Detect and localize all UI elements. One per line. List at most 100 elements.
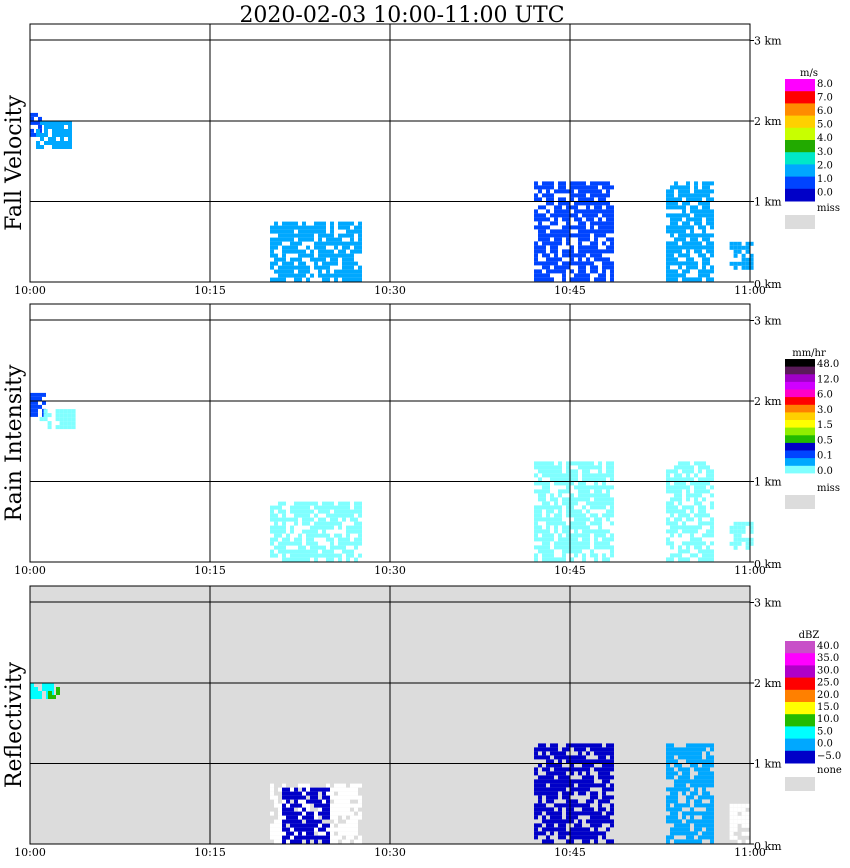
echo-cell (358, 273, 362, 278)
echo-cell (586, 533, 590, 538)
echo-cell (302, 229, 306, 234)
echo-cell (586, 751, 590, 756)
echo-cell (686, 545, 690, 550)
echo-cell (741, 807, 746, 812)
echo-cell (594, 783, 598, 788)
echo-cell (590, 209, 594, 214)
echo-cell (586, 831, 590, 836)
echo-cell (610, 501, 614, 506)
echo-cell (674, 481, 678, 486)
echo-cell (594, 189, 598, 194)
echo-cell (290, 807, 294, 812)
echo-cell (578, 747, 582, 752)
echo-cell (729, 245, 734, 250)
colorbar-swatch (785, 465, 815, 474)
echo-cell (574, 233, 578, 238)
echo-cell (558, 513, 562, 518)
echo-cell (330, 839, 334, 844)
echo-cell (334, 269, 338, 274)
echo-cell (690, 783, 694, 788)
echo-cell (310, 249, 314, 254)
echo-cell (666, 213, 670, 218)
echo-cell (306, 253, 310, 258)
echo-cell (694, 787, 698, 792)
echo-cell (594, 221, 598, 226)
echo-cell (350, 827, 354, 832)
echo-cell (706, 257, 710, 262)
echo-cell (558, 209, 562, 214)
echo-cell (538, 185, 542, 190)
echo-cell (294, 827, 298, 832)
echo-cell (578, 189, 582, 194)
echo-cell (670, 557, 674, 562)
echo-cell (694, 265, 698, 270)
echo-cell (610, 807, 614, 812)
echo-cell (578, 783, 582, 788)
echo-cell (670, 553, 674, 558)
echo-cell (678, 509, 682, 514)
echo-cell (674, 269, 678, 274)
echo-cell (749, 261, 754, 266)
echo-cell (574, 553, 578, 558)
echo-cell (682, 541, 686, 546)
echo-cell (733, 261, 738, 266)
echo-cell (702, 465, 706, 470)
echo-cell (542, 803, 546, 808)
echo-cell (286, 261, 290, 266)
echo-cell (670, 213, 674, 218)
echo-cell (334, 261, 338, 266)
echo-cell (354, 517, 358, 522)
echo-cell (602, 265, 606, 270)
echo-cell (306, 831, 310, 836)
echo-cell (290, 245, 294, 250)
echo-cell (278, 835, 282, 840)
echo-cell (666, 205, 670, 210)
echo-cell (670, 257, 674, 262)
echo-cell (38, 404, 42, 409)
echo-cell (302, 815, 306, 820)
echo-cell (582, 537, 586, 542)
echo-cell (286, 273, 290, 278)
echo-cell (678, 261, 682, 266)
echo-cell (39, 417, 44, 422)
echo-cell (346, 257, 350, 262)
echo-cell (314, 799, 318, 804)
echo-cell (590, 265, 594, 270)
echo-cell (586, 489, 590, 494)
echo-cell (558, 473, 562, 478)
echo-cell (670, 233, 674, 238)
echo-cell (745, 803, 750, 808)
echo-cell (694, 233, 698, 238)
echo-cell (670, 261, 674, 266)
echo-cell (686, 779, 690, 784)
echo-cell (270, 549, 274, 554)
echo-cell (733, 521, 738, 526)
echo-cell (710, 815, 714, 820)
echo-cell (558, 533, 562, 538)
y-tick-label: 2 km (754, 677, 782, 690)
echo-cell (606, 225, 610, 230)
echo-cell (44, 129, 48, 133)
echo-cell (706, 205, 710, 210)
echo-cell (686, 827, 690, 832)
colorbar-label: 15.0 (817, 702, 839, 713)
echo-cell (749, 803, 754, 808)
echo-cell (570, 193, 574, 198)
echo-cell (330, 237, 334, 242)
echo-cell (562, 787, 566, 792)
echo-cell (282, 541, 286, 546)
echo-cell (68, 129, 72, 133)
echo-cell (686, 541, 690, 546)
echo-cell (538, 489, 542, 494)
echo-cell (546, 795, 550, 800)
echo-cell (290, 831, 294, 836)
echo-cell (686, 253, 690, 258)
echo-cell (42, 392, 46, 397)
echo-cell (354, 541, 358, 546)
echo-cell (55, 425, 60, 430)
echo-cell (566, 839, 570, 844)
echo-cell (342, 261, 346, 266)
echo-cell (570, 181, 574, 186)
echo-cell (30, 128, 34, 133)
echo-cell (670, 513, 674, 518)
